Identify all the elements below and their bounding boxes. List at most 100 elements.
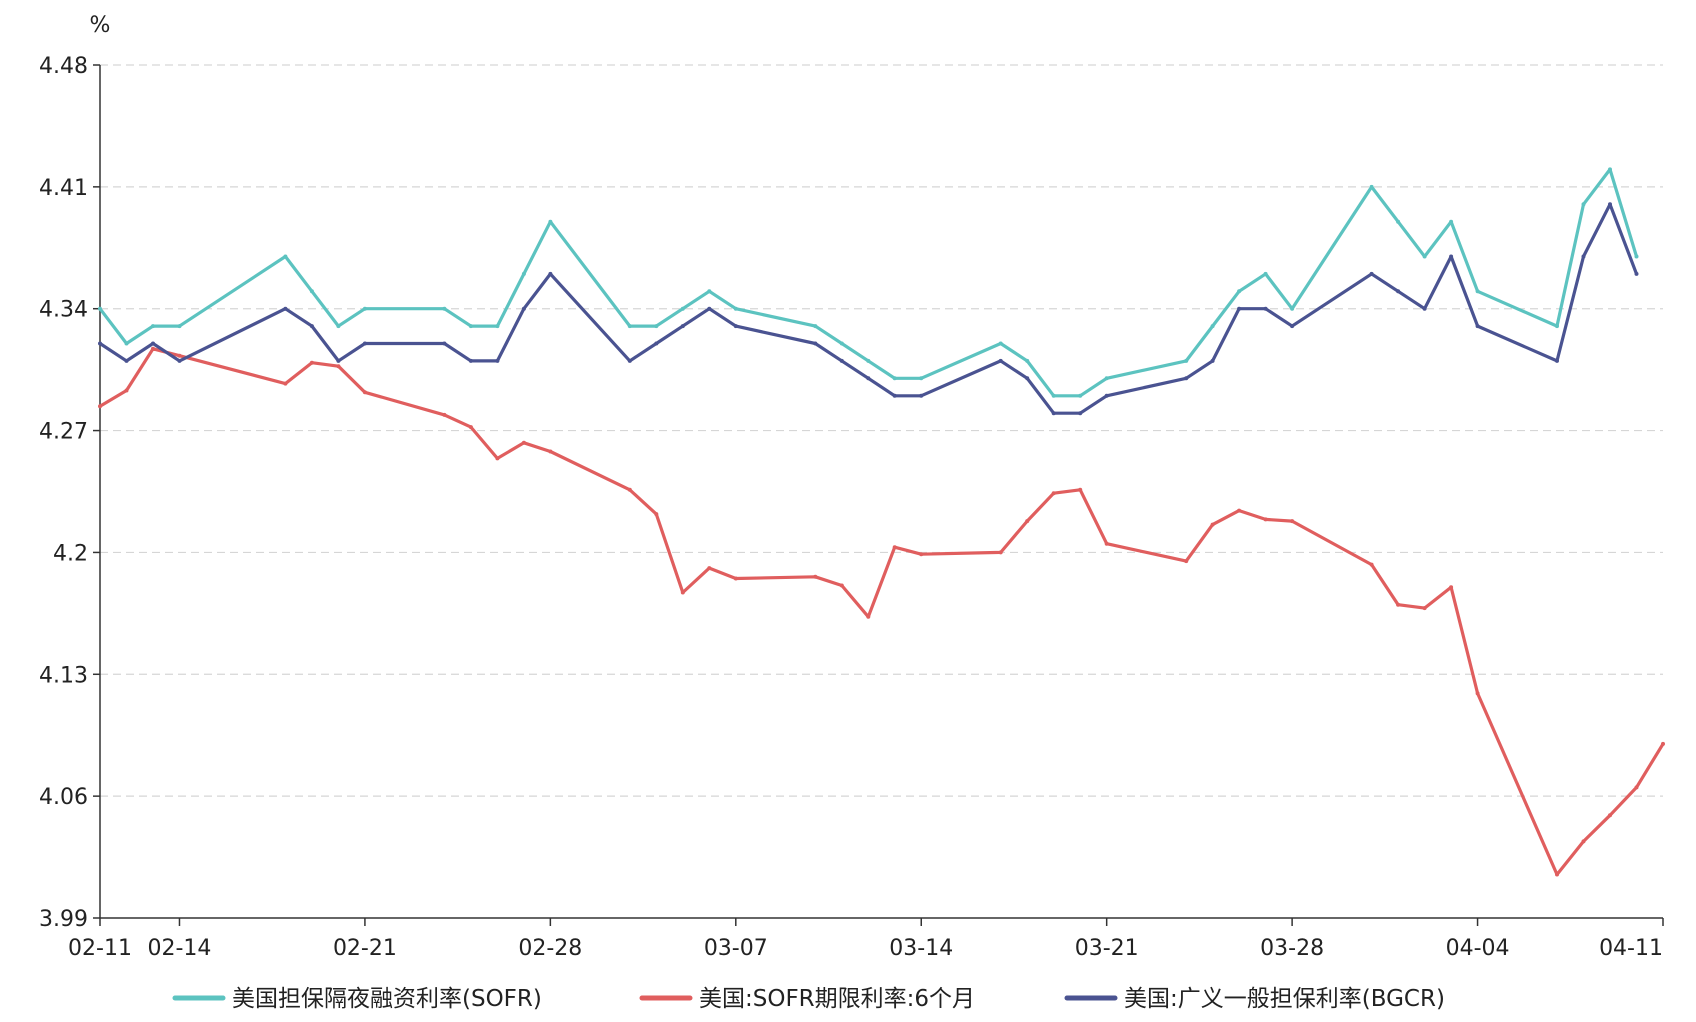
data-point <box>442 412 447 417</box>
data-point <box>919 393 924 398</box>
data-point <box>336 364 341 369</box>
data-point <box>468 358 473 363</box>
data-point <box>548 271 553 276</box>
data-point <box>1025 358 1030 363</box>
data-point <box>1078 393 1083 398</box>
data-point <box>1581 202 1586 207</box>
y-tick-label: 4.41 <box>39 176 88 201</box>
axes: % <box>90 13 1663 919</box>
data-point <box>1369 562 1374 567</box>
data-point <box>813 324 818 329</box>
data-point <box>283 254 288 259</box>
data-point <box>283 306 288 311</box>
x-axis-ticks: 02-11 02-14 02-21 02-28 03-07 03-14 03-21 03-28… <box>68 918 1664 961</box>
data-point <box>283 381 288 386</box>
data-point <box>707 289 712 294</box>
data-point <box>1025 519 1030 524</box>
data-point <box>309 324 314 329</box>
legend: 美国担保隔夜融资利率(SOFR) 美国:SOFR期限利率:6个月 美国:广义一般担保… <box>172 986 1445 1012</box>
data-point <box>1422 254 1427 259</box>
data-point <box>1104 393 1109 398</box>
data-point <box>98 404 102 409</box>
data-point <box>733 576 738 581</box>
data-point <box>1555 358 1559 363</box>
data-point <box>442 306 447 311</box>
data-point <box>1396 289 1401 294</box>
data-point <box>1263 306 1268 311</box>
data-point <box>521 306 526 311</box>
data-point <box>495 358 500 363</box>
data-point <box>1078 487 1083 492</box>
data-point <box>1078 411 1083 416</box>
y-tick-label: 4.13 <box>39 663 88 688</box>
data-point <box>1369 184 1374 189</box>
data-point <box>1237 306 1242 311</box>
data-point <box>1634 785 1639 790</box>
series-line <box>98 202 1639 415</box>
x-tick-label: 04-11 <box>1599 936 1663 961</box>
data-point <box>98 341 102 346</box>
data-point <box>521 440 526 445</box>
data-point <box>1025 376 1030 381</box>
data-point <box>1396 602 1401 607</box>
data-point <box>309 360 314 365</box>
data-point <box>1263 517 1268 522</box>
data-point <box>1581 254 1586 259</box>
data-point <box>1661 741 1665 746</box>
data-point <box>1449 254 1454 259</box>
y-tick-label: 4.27 <box>39 420 88 445</box>
data-point <box>124 358 129 363</box>
data-point <box>442 341 447 346</box>
y-axis-ticks: 4.48 4.41 4.34 4.27 4.2 4.13 4.06 3.99 <box>39 54 100 932</box>
data-point <box>1422 606 1427 611</box>
data-point <box>151 324 155 329</box>
data-point <box>1184 358 1189 363</box>
data-point <box>839 341 844 346</box>
data-point <box>1051 411 1056 416</box>
data-point <box>1290 519 1295 524</box>
data-point <box>177 358 182 363</box>
data-point <box>866 614 871 619</box>
data-point <box>998 358 1003 363</box>
data-point <box>124 388 129 393</box>
data-point <box>1290 324 1295 329</box>
data-point <box>1210 522 1215 527</box>
series-lines <box>98 167 1665 877</box>
data-point <box>521 271 526 276</box>
data-point <box>1396 219 1401 224</box>
data-point <box>1184 559 1189 564</box>
data-point <box>336 358 341 363</box>
data-point <box>1555 872 1559 877</box>
data-point <box>919 552 924 557</box>
data-point <box>707 566 712 571</box>
data-point <box>1475 289 1480 294</box>
data-point <box>1475 691 1480 696</box>
data-point <box>733 306 738 311</box>
data-point <box>177 324 182 329</box>
data-point <box>1608 813 1612 818</box>
data-point <box>839 358 844 363</box>
data-point <box>1422 306 1427 311</box>
data-point <box>1104 376 1109 381</box>
data-point <box>1263 271 1268 276</box>
data-point <box>1210 358 1215 363</box>
data-point <box>1237 508 1242 513</box>
data-point <box>1608 167 1612 172</box>
data-point <box>1634 254 1639 259</box>
x-tick-label: 02-28 <box>518 936 582 961</box>
data-point <box>495 456 500 461</box>
data-point <box>654 341 659 346</box>
data-point <box>1290 306 1295 311</box>
data-point <box>548 449 553 454</box>
data-point <box>627 358 632 363</box>
data-point <box>468 324 473 329</box>
data-point <box>813 574 818 579</box>
x-tick-label: 03-28 <box>1260 936 1324 961</box>
x-tick-label: 02-14 <box>148 936 212 961</box>
data-point <box>680 590 685 595</box>
x-tick-label: 03-14 <box>889 936 953 961</box>
data-point <box>177 353 182 358</box>
data-point <box>1634 271 1639 276</box>
x-tick-label: 02-11 <box>68 936 132 961</box>
data-point <box>919 376 924 381</box>
